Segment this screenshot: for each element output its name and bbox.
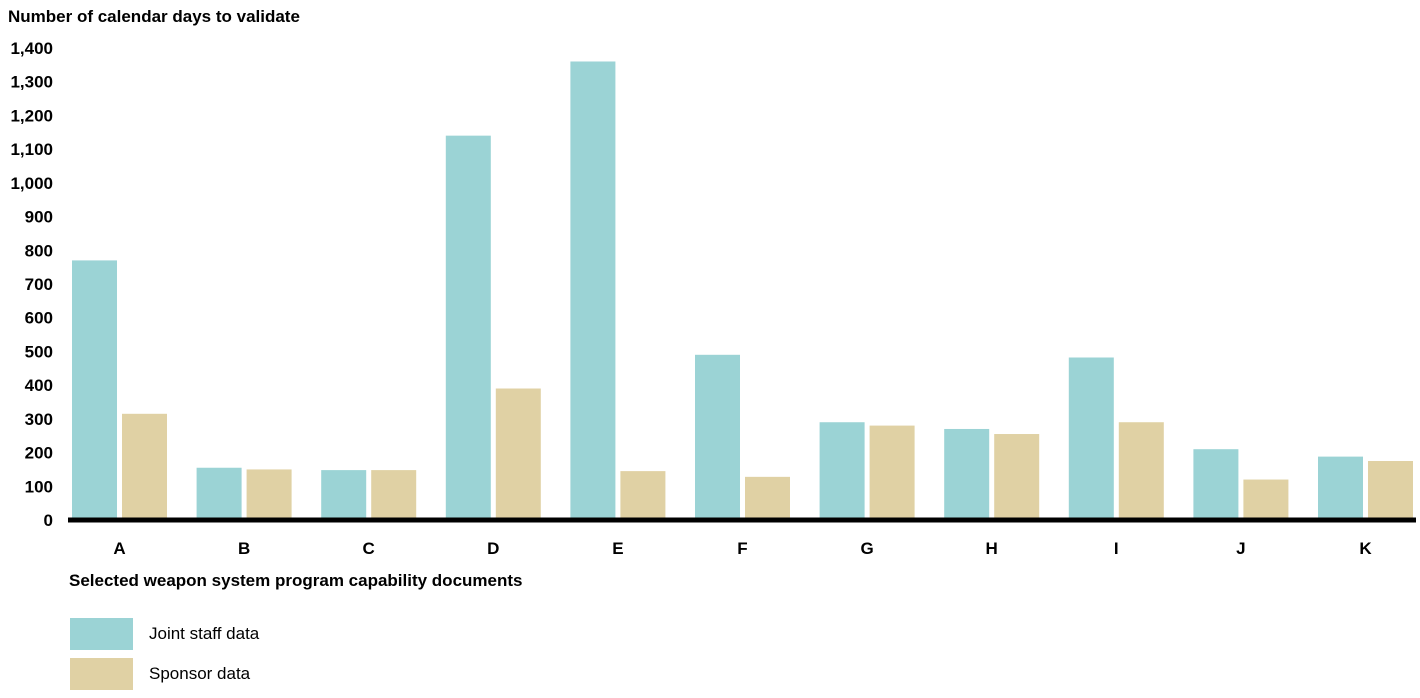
y-tick-label: 1,300 bbox=[10, 73, 53, 92]
x-tick-label: H bbox=[986, 539, 998, 558]
legend-item-sponsor: Sponsor data bbox=[70, 658, 259, 690]
y-tick-label: 600 bbox=[25, 309, 53, 328]
bar-a-sponsor bbox=[122, 413, 167, 520]
bar-a-joint-staff bbox=[72, 260, 117, 520]
y-tick-label: 100 bbox=[25, 477, 53, 496]
bar-j-joint-staff bbox=[1193, 449, 1239, 520]
y-tick-label: 400 bbox=[25, 376, 53, 395]
y-tick-label: 1,400 bbox=[10, 39, 53, 58]
bar-b-sponsor bbox=[246, 469, 292, 520]
bar-h-sponsor bbox=[994, 434, 1040, 520]
bar-k-joint-staff bbox=[1318, 456, 1363, 520]
x-tick-label: B bbox=[238, 539, 250, 558]
x-axis-ticks: A B C D E F G H I J K bbox=[113, 539, 1372, 558]
x-tick-label: E bbox=[612, 539, 623, 558]
bar-c-joint-staff bbox=[321, 470, 367, 520]
y-tick-label: 1,200 bbox=[10, 106, 53, 125]
legend-label-joint-staff: Joint staff data bbox=[149, 624, 260, 643]
bar-f-joint-staff bbox=[695, 354, 740, 520]
legend-item-joint-staff: Joint staff data bbox=[70, 618, 259, 650]
bar-g-sponsor bbox=[869, 425, 915, 520]
y-tick-label: 0 bbox=[44, 511, 53, 530]
bar-chart: Number of calendar days to validate 0 100… bbox=[8, 7, 1416, 590]
x-tick-label: F bbox=[737, 539, 747, 558]
legend-label-sponsor: Sponsor data bbox=[149, 664, 251, 683]
y-tick-label: 700 bbox=[25, 275, 53, 294]
y-tick-label: 800 bbox=[25, 241, 53, 260]
y-tick-label: 200 bbox=[25, 444, 53, 463]
x-axis-title: Selected weapon system program capabilit… bbox=[69, 571, 522, 590]
bar-e-sponsor bbox=[620, 471, 666, 520]
bars bbox=[72, 61, 1413, 520]
bar-j-sponsor bbox=[1243, 479, 1289, 520]
bar-i-sponsor bbox=[1118, 422, 1164, 520]
bar-k-sponsor bbox=[1368, 461, 1413, 520]
y-tick-label: 1,100 bbox=[10, 140, 53, 159]
bar-g-joint-staff bbox=[819, 422, 865, 520]
bar-b-joint-staff bbox=[196, 467, 242, 520]
legend-swatch-joint-staff bbox=[70, 618, 133, 650]
bar-h-joint-staff bbox=[944, 428, 990, 520]
x-tick-label: C bbox=[363, 539, 375, 558]
y-tick-label: 900 bbox=[25, 208, 53, 227]
y-axis-title: Number of calendar days to validate bbox=[8, 7, 300, 26]
legend: Joint staff data Sponsor data bbox=[70, 618, 259, 698]
legend-swatch-sponsor bbox=[70, 658, 133, 690]
y-tick-label: 1,000 bbox=[10, 174, 53, 193]
x-tick-label: I bbox=[1114, 539, 1119, 558]
y-axis-ticks: 0 100 200 300 400 500 600 700 800 900 1,000 1,100 1,… bbox=[10, 39, 53, 530]
bar-f-sponsor bbox=[745, 476, 790, 520]
bar-d-sponsor bbox=[495, 388, 541, 520]
x-tick-label: G bbox=[860, 539, 873, 558]
bar-d-joint-staff bbox=[445, 135, 491, 520]
bar-e-joint-staff bbox=[570, 61, 616, 520]
x-tick-label: K bbox=[1359, 539, 1372, 558]
y-tick-label: 500 bbox=[25, 342, 53, 361]
y-tick-label: 300 bbox=[25, 410, 53, 429]
x-tick-label: D bbox=[487, 539, 499, 558]
x-tick-label: A bbox=[113, 539, 125, 558]
x-tick-label: J bbox=[1236, 539, 1245, 558]
bar-c-sponsor bbox=[371, 470, 417, 520]
bar-i-joint-staff bbox=[1068, 357, 1114, 520]
